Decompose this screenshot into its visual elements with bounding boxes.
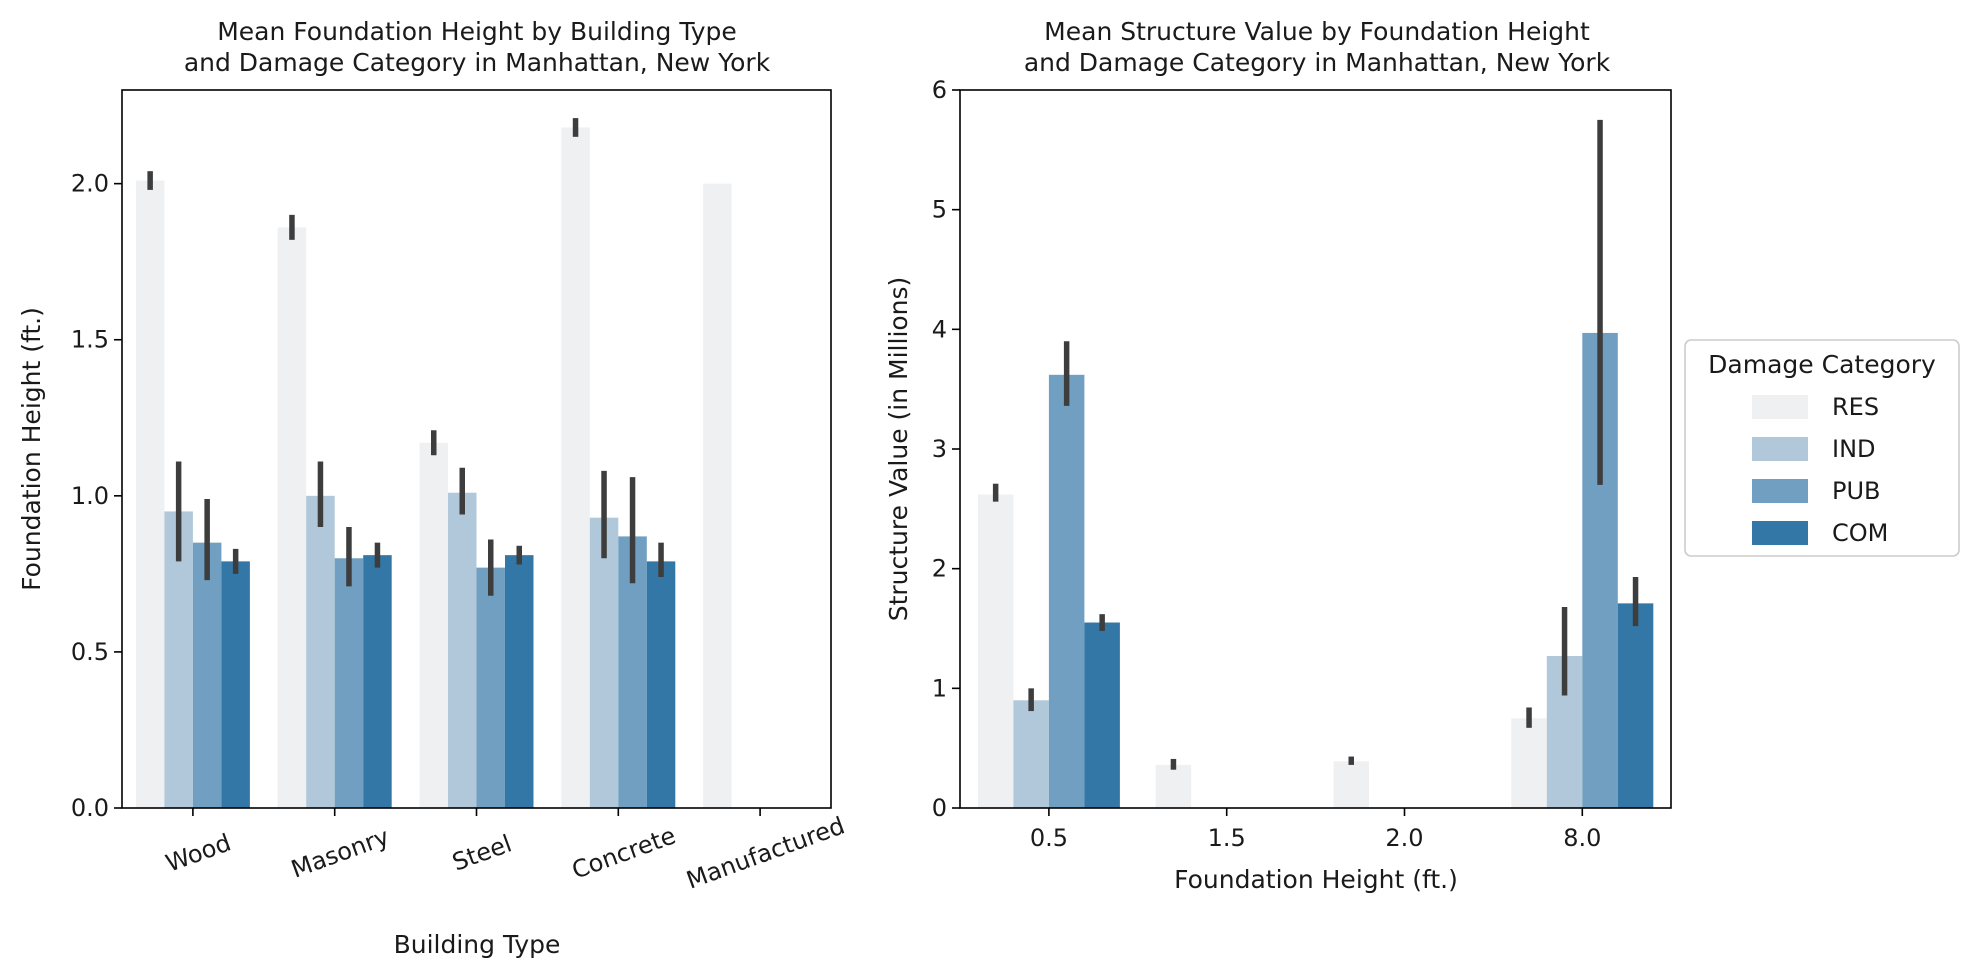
chart-title-line-1: Mean Structure Value by Foundation Heigh… [1044,17,1590,46]
bar-pub [192,542,222,808]
legend-title: Damage Category [1708,350,1936,379]
y-tick-label: 4 [932,315,947,343]
plot-frame [959,89,1672,809]
bar-group [977,332,1654,808]
bar-res [135,180,165,808]
legend-swatch-com [1752,521,1808,545]
legend-swatch-ind [1752,437,1808,461]
bar-com [1617,603,1654,808]
bar-ind [1013,700,1049,808]
chart-title-line-1: Mean Foundation Height by Building Type [217,17,737,46]
legend-items: RES IND PUB COM [1752,393,1888,547]
y-tick-label: 6 [932,76,947,104]
x-tick-label: Concrete [568,821,679,884]
bar-ind [589,517,619,808]
y-tick-label: 5 [932,196,947,224]
y-axis-ticks: 0 1 2 3 4 5 6 [932,76,960,822]
y-tick-label: 1.0 [71,482,109,510]
x-tick-label: 2.0 [1385,824,1423,852]
legend-label-com: COM [1832,519,1888,547]
legend-label-pub: PUB [1832,477,1881,505]
bar-ind [448,492,477,808]
x-tick-label: 8.0 [1563,824,1601,852]
bar-com [505,555,534,808]
x-axis-label: Building Type [394,930,561,959]
x-tick-label: Wood [162,828,234,877]
x-tick-label: Manufactured [683,811,849,894]
bar-res [1511,718,1547,808]
y-axis-label: Structure Value (in Millions) [884,277,913,622]
chart-title-line-2: and Damage Category in Manhattan, New Yo… [184,48,771,77]
y-tick-label: 0.5 [71,638,109,666]
y-tick-label: 2.0 [71,170,109,198]
bar-com [363,555,392,808]
x-tick-label: Steel [449,829,516,876]
errorbar-group [147,118,664,596]
bar-ind [306,495,335,808]
chart-foundation-height: Mean Foundation Height by Building Type … [17,17,848,959]
x-axis-label: Foundation Height (ft.) [1174,865,1458,894]
legend-label-res: RES [1832,393,1879,421]
x-tick-label: Masonry [288,822,393,883]
bar-group [135,127,732,809]
bar-res [703,183,732,809]
bar-com [221,561,250,808]
bar-res [419,442,448,808]
bar-pub [334,558,364,808]
bar-res [277,227,307,809]
bar-res [561,127,590,808]
chart-structure-value: Mean Structure Value by Foundation Heigh… [884,17,1672,894]
y-tick-label: 2 [932,555,947,583]
chart-title-line-2: and Damage Category in Manhattan, New Yo… [1024,48,1611,77]
y-tick-label: 0.0 [71,794,109,822]
errorbar-group [992,119,1639,770]
bar-com [1084,622,1120,808]
bar-com [646,561,676,808]
bar-pub [1048,374,1085,808]
plot-frame [121,89,832,809]
bar-res [1333,761,1369,808]
legend-swatch-res [1752,395,1808,419]
x-axis-ticks: 0.5 1.5 2.0 8.0 [1030,808,1601,852]
y-axis-label: Foundation Height (ft.) [17,307,46,591]
bar-res [1155,764,1192,808]
y-tick-label: 1.5 [71,326,109,354]
bar-res [977,494,1014,808]
legend-label-ind: IND [1832,435,1876,463]
legend: Damage Category RES IND PUB COM [1684,339,1960,557]
y-tick-label: 0 [932,794,947,822]
y-tick-label: 1 [932,674,947,702]
x-tick-label: 1.5 [1208,824,1246,852]
legend-swatch-pub [1752,479,1808,503]
bar-pub [476,567,505,808]
y-tick-label: 3 [932,435,947,463]
x-axis-ticks: Wood Masonry Steel Concrete Manufactured [162,808,848,895]
x-tick-label: 0.5 [1030,824,1068,852]
y-axis-ticks: 0.0 0.5 1.0 1.5 2.0 [71,170,122,822]
